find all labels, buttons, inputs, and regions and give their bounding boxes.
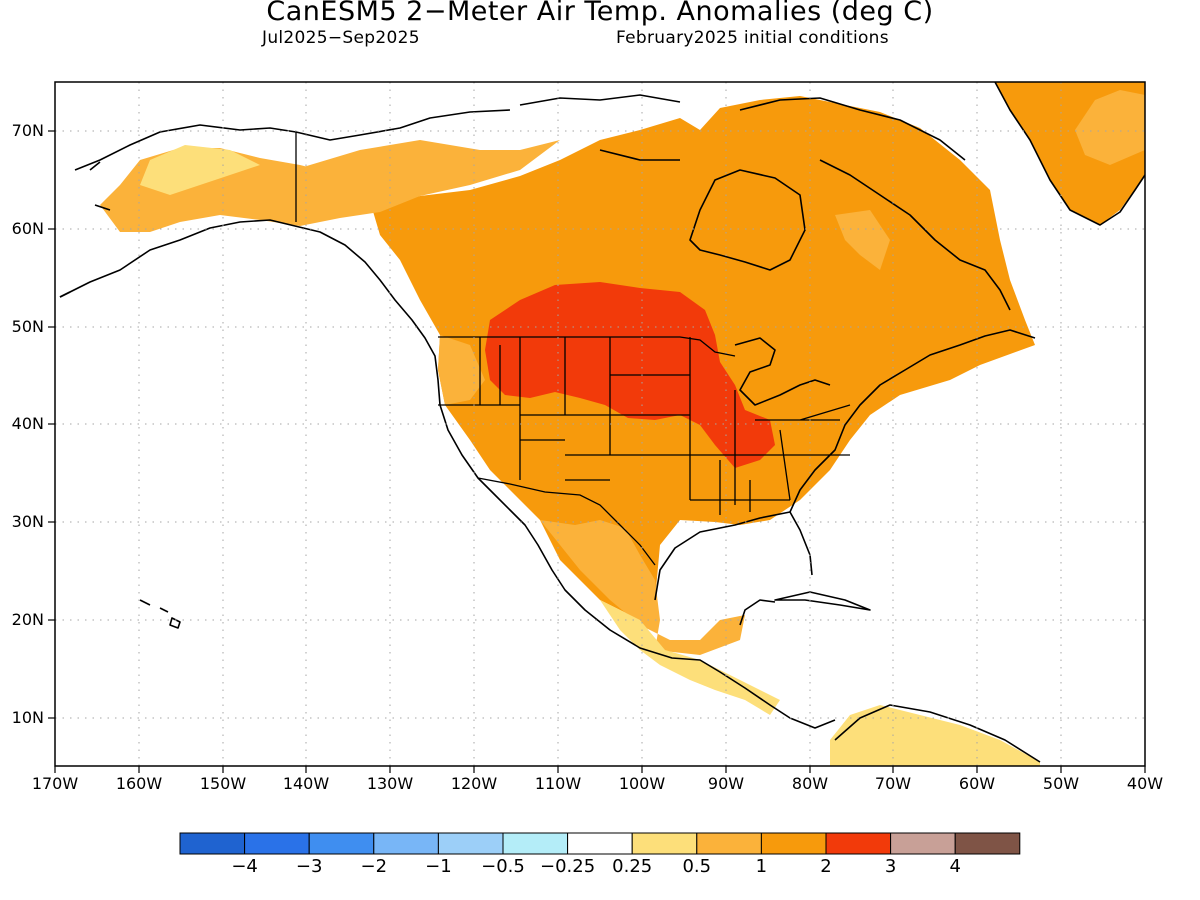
anomaly-region-south-america [830, 705, 1040, 766]
lat-label: 40N [11, 414, 44, 433]
lat-label: 30N [11, 512, 44, 531]
colorbar-level-label: 2 [820, 856, 832, 877]
axis-ticks [48, 130, 1146, 773]
colorbar-swatch [760, 832, 827, 855]
lat-label: 70N [11, 121, 44, 140]
anomaly-region-west-coast [438, 335, 485, 405]
colorbar-level-label: −2 [360, 856, 388, 877]
colorbar-swatch [631, 832, 698, 855]
lon-label: 100W [618, 774, 666, 793]
coast-east [789, 329, 1036, 513]
lon-label: 60W [958, 774, 996, 793]
colorbar-level-label: 0.25 [612, 856, 653, 877]
coastlines [59, 82, 1145, 763]
anomaly-region-mexico [540, 520, 745, 655]
anomaly-region-hudson-east [835, 210, 890, 270]
lon-label: 40W [1126, 774, 1164, 793]
political-borders [295, 132, 851, 566]
coast-north-america-west [59, 219, 836, 729]
lat-label: 60N [11, 219, 44, 238]
border-us-mexico [477, 477, 656, 566]
colorbar-swatch [308, 832, 375, 855]
colorbar-swatch [890, 832, 956, 855]
coast-great-lakes [734, 337, 831, 406]
anomaly-region-central-america [600, 600, 780, 715]
colorbar-swatch [567, 832, 633, 855]
lon-label: 70W [874, 774, 912, 793]
colorbar-level-label: 4 [949, 856, 961, 877]
colorbar-level-label: 3 [884, 856, 897, 877]
coast-alaska-north [74, 109, 511, 171]
coast-cuba [774, 591, 871, 611]
colorbar-swatch [696, 832, 762, 855]
graticule [55, 82, 1145, 766]
colorbar-level-label: −0.5 [481, 856, 525, 877]
lon-label: 110W [534, 774, 582, 793]
colorbar-level-label: −1 [425, 856, 452, 877]
colorbar-swatch [502, 832, 569, 855]
lat-label: 20N [11, 610, 44, 629]
lat-label: 10N [11, 708, 44, 727]
coast-arctic-islands [519, 94, 966, 161]
border-us-states [438, 337, 851, 515]
coast-labrador [819, 159, 1011, 311]
colorbar-swatch [373, 832, 439, 855]
colorbar-swatch [825, 832, 892, 855]
forecast-period: Jul2025−Sep2025 [262, 28, 420, 48]
coast-aleutians [59, 161, 111, 298]
colorbar [179, 832, 1021, 855]
colorbar-level-label: 1 [755, 856, 768, 877]
coast-gulf-of-mexico [654, 511, 813, 626]
lon-label: 50W [1042, 774, 1080, 793]
anomaly-region-alaska-light [140, 145, 260, 195]
lon-label: 80W [791, 774, 829, 793]
lon-label: 130W [366, 774, 414, 793]
lon-label: 90W [707, 774, 745, 793]
colorbar-level-label: −3 [295, 856, 323, 877]
anomaly-region-northern-canada [300, 140, 560, 196]
coast-hudson-bay [689, 169, 806, 271]
colorbar-level-label: 0.5 [682, 856, 712, 877]
lon-label: 140W [282, 774, 330, 793]
colorbar-level-label: −4 [231, 856, 258, 877]
border-us-canada [438, 336, 736, 357]
lon-label: 120W [450, 774, 498, 793]
lat-label: 50N [11, 317, 44, 336]
lon-label: 160W [115, 774, 163, 793]
anomaly-shading [100, 82, 1145, 766]
lon-label: 150W [199, 774, 247, 793]
coast-south-america [834, 704, 1041, 763]
initial-conditions: February2025 initial conditions [616, 28, 889, 48]
colorbar-swatch [954, 832, 1021, 855]
colorbar-swatch [244, 832, 310, 855]
colorbar-level-label: −0.25 [540, 856, 596, 877]
colorbar-swatch [179, 832, 246, 855]
coast-greenland [994, 82, 1145, 226]
lon-label: 170W [31, 774, 79, 793]
coast-hawaii [139, 599, 181, 629]
map-title: CanESM5 2−Meter Air Temp. Anomalies (deg… [266, 0, 934, 27]
colorbar-swatch [437, 832, 504, 855]
anomaly-region-greenland-light [1075, 90, 1145, 165]
